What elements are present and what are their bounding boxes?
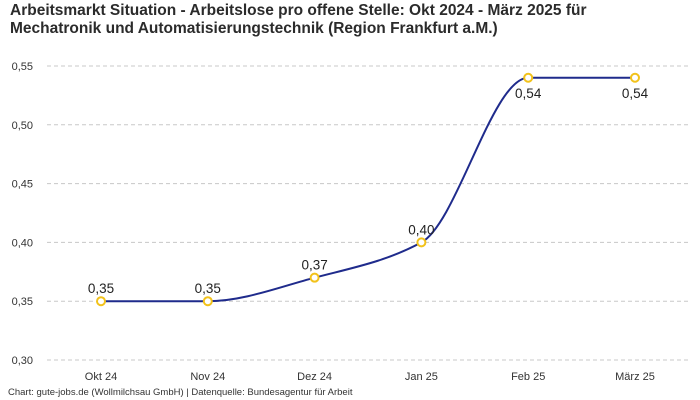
y-tick-label: 0,45 [12,179,33,191]
x-tick-label: März 25 [615,371,655,383]
data-label: 0,54 [515,86,542,101]
data-label: 0,54 [622,86,649,101]
y-tick-label: 0,30 [12,355,33,367]
chart-title-line-2: Mechatronik und Automatisierungstechnik … [10,20,498,37]
grid-lines [47,65,690,361]
y-axis-ticks: 0,30 0,35 0,40 0,45 0,50 0,55 [12,61,33,367]
data-point [202,296,213,307]
y-tick-label: 0,50 [12,120,33,132]
data-point [96,296,106,307]
x-tick-label: Jan 25 [405,371,438,383]
chart-title: Arbeitsmarkt Situation - Arbeitslose pro… [10,2,690,38]
y-tick-label: 0,35 [12,296,33,308]
x-tick-label: Feb 25 [511,371,545,383]
y-tick-label: 0,40 [12,237,33,249]
data-point [523,72,534,83]
data-labels: 0,35 0,35 0,37 0,40 0,54 0,54 [88,86,649,296]
chart-title-line-1: Arbeitsmarkt Situation - Arbeitslose pro… [10,2,587,19]
x-tick-label: Okt 24 [85,371,117,383]
data-points [96,72,640,307]
x-axis-ticks: Okt 24 Nov 24 Dez 24 Jan 25 Feb 25 März 25 [85,371,655,383]
x-tick-label: Nov 24 [190,371,225,383]
chart-source: Chart: gute-jobs.de (Wollmilchsau GmbH) … [8,387,353,398]
data-point [416,237,427,248]
series-line [100,76,635,303]
data-point [309,272,320,283]
data-label: 0,40 [408,222,434,237]
data-point [630,72,640,83]
y-tick-label: 0,55 [12,61,33,73]
data-label: 0,37 [301,258,327,273]
x-tick-label: Dez 24 [297,371,332,383]
data-label: 0,35 [88,281,114,296]
data-label: 0,35 [195,281,221,296]
